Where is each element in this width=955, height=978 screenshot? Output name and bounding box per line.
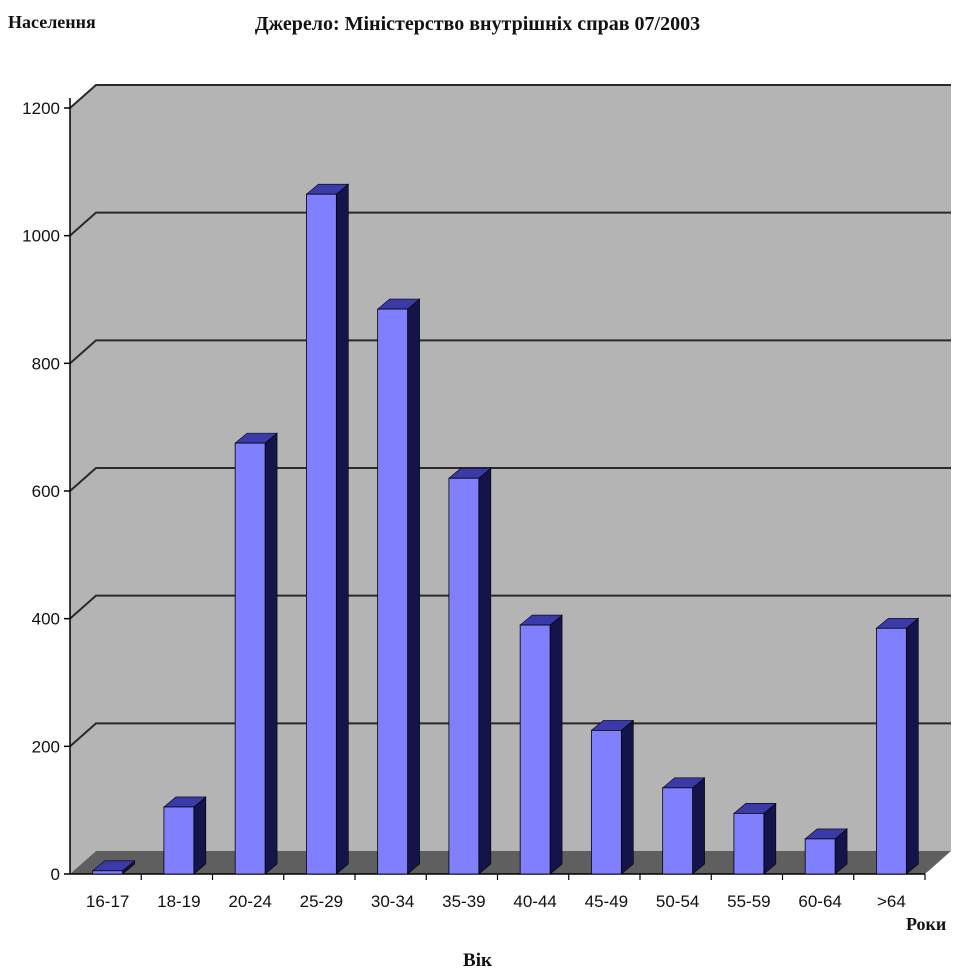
bar (733, 802, 777, 875)
bar (163, 796, 207, 875)
bar-side (336, 183, 349, 875)
bar-front (377, 308, 408, 875)
x-tick-label: 50-54 (656, 892, 699, 911)
bars (91, 183, 920, 875)
bar (91, 860, 136, 875)
y-tick-label: 1200 (22, 99, 60, 118)
y-tick-label: 0 (51, 865, 60, 884)
bar (661, 777, 706, 875)
y-tick-label: 200 (32, 737, 60, 756)
gridline (69, 339, 951, 365)
bar-side (906, 617, 919, 875)
x-tick-label: 25-29 (300, 892, 343, 911)
x-tick-label: 60-64 (798, 892, 841, 911)
bar-side (549, 614, 563, 875)
gridline (69, 84, 951, 109)
bar-side (478, 467, 492, 875)
bar-front (519, 624, 551, 875)
gridline (69, 467, 951, 492)
y-tick-label: 800 (32, 354, 60, 373)
bar-front (92, 870, 123, 875)
x-tick-label: 30-34 (371, 892, 414, 911)
x-tick-label: 55-59 (727, 892, 770, 911)
y-tick-label: 600 (32, 482, 60, 501)
y-tick-label: 400 (32, 610, 60, 629)
gridline (69, 211, 951, 237)
chart-background (70, 85, 951, 874)
bar (875, 617, 920, 875)
y-axis-label: Населення (8, 12, 96, 32)
bar-front (234, 442, 266, 875)
bar (590, 719, 635, 875)
x-tick-label: 40-44 (513, 892, 556, 911)
bar-front (448, 477, 480, 875)
x-axis-label: Вік (463, 950, 492, 971)
bar (804, 828, 848, 875)
x-tick-label: 35-39 (442, 892, 485, 911)
x-tick-label: 16-17 (86, 892, 129, 911)
bar-side (193, 796, 207, 875)
bar (448, 467, 492, 875)
bar-front (163, 806, 195, 875)
x-tick-label: 18-19 (157, 892, 200, 911)
floor (70, 851, 951, 874)
tick-labels: 0 200 400 600 800 1000 1200 16-17 18-19 20-24 25-2… (22, 99, 906, 911)
x-tick-label: 45-49 (585, 892, 628, 911)
gridline (69, 722, 951, 748)
bar-front (662, 787, 693, 875)
bar-front (591, 729, 622, 875)
gridline (69, 594, 951, 620)
bar (305, 183, 350, 875)
bar-side (692, 777, 705, 875)
bar-front (306, 193, 337, 875)
bar-side (407, 298, 420, 875)
x-axis-unit-label: Роки (906, 914, 947, 934)
chart-source: Джерело: Міністерство внутрішніх справ 0… (254, 13, 701, 35)
bar (376, 298, 421, 875)
bar-side (621, 719, 634, 875)
bar-side (763, 802, 777, 875)
bar (234, 432, 278, 875)
gridlines (69, 84, 951, 748)
bar-front (876, 627, 907, 875)
bar (519, 614, 563, 875)
bar-front (804, 838, 836, 875)
axes (64, 98, 926, 880)
bar-side (264, 432, 278, 875)
x-tick-label: >64 (877, 892, 906, 911)
x-tick-label: 20-24 (228, 892, 271, 911)
bar-front (733, 812, 765, 875)
y-tick-label: 1000 (22, 227, 60, 246)
